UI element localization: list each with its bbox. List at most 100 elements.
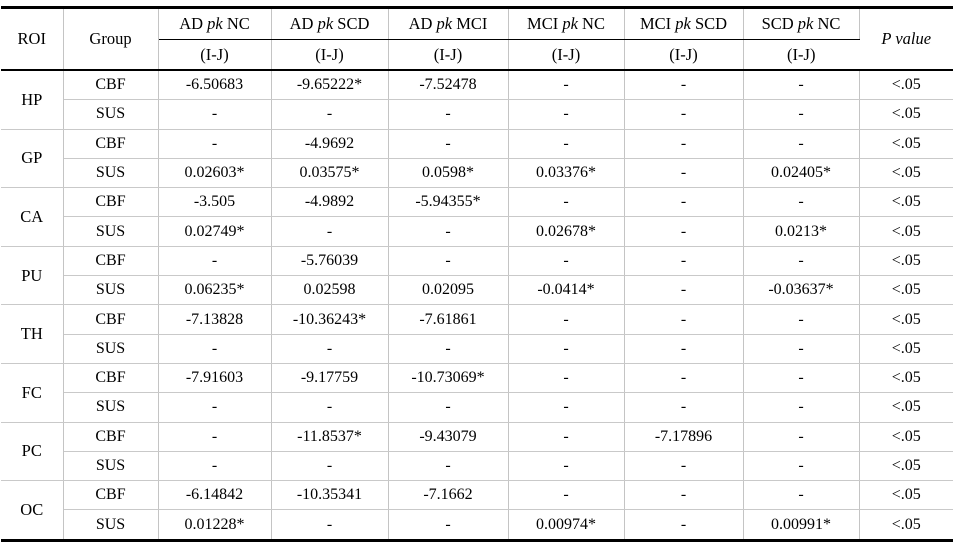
mean-difference-cell: - bbox=[271, 334, 389, 364]
group-cell: CBF bbox=[63, 480, 159, 511]
table-row: SUS - - - - - - <.05 bbox=[1, 99, 953, 130]
mean-difference-cell: - bbox=[743, 129, 860, 159]
header-text: SCD bbox=[761, 14, 794, 33]
p-value-cell: <.05 bbox=[859, 158, 953, 189]
mean-difference-cell: - bbox=[388, 392, 509, 423]
group-cell: CBF bbox=[63, 187, 159, 218]
mean-difference-cell: - bbox=[271, 216, 389, 247]
mean-difference-cell: - bbox=[508, 422, 625, 452]
roi-cell: PC bbox=[1, 422, 64, 482]
roi-cell: CA bbox=[1, 187, 64, 247]
mean-difference-cell: - bbox=[508, 246, 625, 277]
p-value-cell: <.05 bbox=[859, 129, 953, 159]
table-row: OC CBF -6.14842 -10.35341 -7.1662- - - <.05 bbox=[1, 480, 953, 541]
header-text: AD bbox=[408, 14, 433, 33]
mean-difference-cell: - bbox=[624, 129, 744, 159]
mean-difference-cell: - bbox=[624, 451, 744, 482]
mean-difference-cell: - bbox=[743, 363, 860, 394]
header-text: AD bbox=[289, 14, 314, 33]
group-cell: SUS bbox=[63, 392, 159, 423]
header-text-italic: pk bbox=[562, 14, 578, 33]
mean-difference-cell: 0.00974* bbox=[508, 509, 625, 541]
p-value-cell: <.05 bbox=[859, 363, 953, 394]
mean-difference-cell: - bbox=[271, 451, 389, 482]
mean-difference-cell: - bbox=[388, 334, 509, 364]
mean-difference-cell: - bbox=[508, 451, 625, 482]
column-header-mci-pk-scd: MCI pk SCD bbox=[624, 7, 744, 40]
table-header: ROI Group AD pk NC AD pk SCD AD pk MCI M… bbox=[1, 7, 953, 71]
mean-difference-cell: -7.61861 bbox=[388, 304, 509, 335]
mean-difference-cell: -3.505 bbox=[158, 187, 272, 218]
mean-difference-cell: - bbox=[508, 129, 625, 159]
table-row: GP CBF - -4.9692- - - - <.05 bbox=[1, 129, 953, 189]
table-body: HP CBF -6.50683 -9.65222* -7.52478- - - <.05 SUS… bbox=[1, 70, 953, 541]
table-row: PU CBF - -5.76039- - - - <.05 bbox=[1, 246, 953, 306]
mean-difference-cell: 0.02749* bbox=[158, 216, 272, 247]
mean-difference-cell: -4.9892 bbox=[271, 187, 389, 218]
p-value-cell: <.05 bbox=[859, 99, 953, 130]
mean-difference-cell: - bbox=[743, 422, 860, 452]
mean-difference-cell: 0.0213* bbox=[743, 216, 860, 247]
mean-difference-cell: -0.0414* bbox=[508, 275, 625, 306]
mean-difference-cell: - bbox=[743, 392, 860, 423]
table-row: SUS - - - - - - <.05 bbox=[1, 451, 953, 482]
mean-difference-cell: - bbox=[508, 480, 625, 511]
mean-difference-cell: -4.9692 bbox=[271, 129, 389, 159]
header-text-italic: pk bbox=[436, 14, 453, 33]
group-cell: CBF bbox=[63, 246, 159, 277]
mean-difference-cell: -9.43079 bbox=[388, 422, 509, 452]
group-cell: SUS bbox=[63, 334, 159, 364]
mean-difference-cell: -7.17896 bbox=[624, 422, 744, 452]
mean-difference-cell: - bbox=[158, 334, 272, 364]
header-text-italic: pk bbox=[207, 14, 223, 33]
mean-difference-cell: - bbox=[624, 99, 744, 130]
table-row: CA CBF -3.505 -4.9892 -5.94355* - - - <.05 bbox=[1, 187, 953, 247]
mean-difference-cell: - bbox=[624, 363, 744, 394]
column-header-mci-pk-nc: MCI pk NC bbox=[508, 7, 625, 40]
group-cell: SUS bbox=[63, 451, 159, 482]
mean-difference-cell: - bbox=[388, 246, 509, 277]
mean-difference-cell: -7.91603 bbox=[158, 363, 272, 394]
group-cell: SUS bbox=[63, 99, 159, 130]
mean-difference-cell: -10.36243* bbox=[271, 304, 389, 335]
mean-difference-cell: 0.02598 bbox=[271, 275, 389, 306]
mean-difference-cell: 0.0598* bbox=[388, 158, 509, 189]
mean-difference-cell: -7.13828 bbox=[158, 304, 272, 335]
mean-difference-cell: -7.1662 bbox=[388, 480, 509, 511]
mean-difference-cell: - bbox=[508, 99, 625, 130]
group-cell: SUS bbox=[63, 158, 159, 189]
mean-difference-cell: - bbox=[508, 187, 625, 218]
header-text: NC bbox=[817, 14, 841, 33]
p-value-cell: <.05 bbox=[859, 451, 953, 482]
mean-difference-cell: - bbox=[158, 99, 272, 130]
mean-difference-cell: -10.73069* bbox=[388, 363, 509, 394]
column-header-ad-pk-nc: AD pk NC bbox=[158, 7, 272, 40]
mean-difference-cell: 0.03376* bbox=[508, 158, 625, 189]
mean-difference-cell: - bbox=[388, 451, 509, 482]
mean-difference-cell: - bbox=[624, 334, 744, 364]
column-header-ad-pk-scd: AD pk SCD bbox=[271, 7, 389, 40]
table-row: PC CBF - -11.8537* -9.43079- -7.17896- <.05 bbox=[1, 422, 953, 482]
subheader-i-j: (I-J) bbox=[624, 39, 744, 71]
mean-difference-cell: - bbox=[624, 509, 744, 541]
group-cell: CBF bbox=[63, 129, 159, 159]
header-text: SCD bbox=[694, 14, 728, 33]
subheader-i-j: (I-J) bbox=[271, 39, 389, 71]
mean-difference-cell: - bbox=[743, 334, 860, 364]
table-row: HP CBF -6.50683 -9.65222* -7.52478- - - <.05 bbox=[1, 70, 953, 130]
mean-difference-cell: - bbox=[743, 304, 860, 335]
group-cell: CBF bbox=[63, 363, 159, 394]
p-value-cell: <.05 bbox=[859, 422, 953, 452]
p-value-cell: <.05 bbox=[859, 246, 953, 277]
mean-difference-cell: - bbox=[624, 187, 744, 218]
header-text: SCD bbox=[337, 14, 370, 33]
mean-difference-cell: - bbox=[624, 392, 744, 423]
mean-difference-cell: - bbox=[743, 187, 860, 218]
header-text: NC bbox=[582, 14, 605, 33]
mean-difference-cell: -6.50683 bbox=[158, 70, 272, 101]
mean-difference-cell: -5.76039 bbox=[271, 246, 389, 277]
mean-difference-cell: -0.03637* bbox=[743, 275, 860, 306]
column-header-group: Group bbox=[63, 7, 159, 71]
table-row: SUS - - - - - - <.05 bbox=[1, 334, 953, 364]
p-value-cell: <.05 bbox=[859, 187, 953, 218]
